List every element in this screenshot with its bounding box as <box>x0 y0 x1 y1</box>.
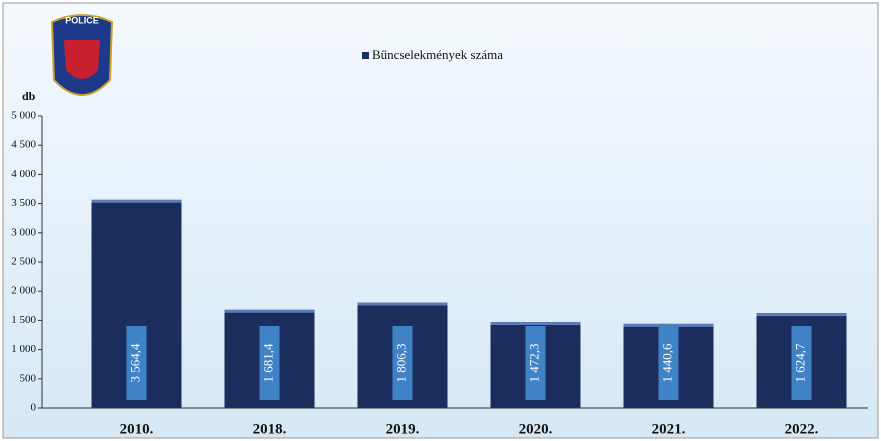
y-tick-label: 5 000 <box>11 110 36 122</box>
bar-top <box>623 323 714 327</box>
bar-top <box>490 322 581 326</box>
y-tick-label: 3 000 <box>11 226 36 238</box>
legend-label: Bűncselekmények száma <box>372 47 503 62</box>
x-tick-label: 2019. <box>386 421 420 437</box>
label-box <box>259 326 280 400</box>
bar-top <box>756 313 847 317</box>
y-tick-label: 1 000 <box>11 343 36 355</box>
x-tick-label: 2022. <box>785 421 819 437</box>
y-axis-label: db <box>22 89 36 103</box>
bar-top <box>224 309 315 313</box>
logo: POLICE <box>50 14 114 96</box>
legend-swatch <box>362 52 369 59</box>
y-tick-label: 4 000 <box>11 168 36 180</box>
bar-top <box>91 199 182 203</box>
y-tick-label: 500 <box>20 372 37 384</box>
label-box <box>791 326 812 400</box>
value-label: 1 681,4 <box>260 343 275 383</box>
y-tick-label: 2 000 <box>11 285 36 297</box>
label-box <box>392 326 413 400</box>
y-tick-label: 3 500 <box>11 197 36 209</box>
x-tick-label: 2010. <box>120 421 154 437</box>
value-label: 1 440,6 <box>659 343 674 383</box>
y-tick-label: 2 500 <box>11 256 36 268</box>
value-label: 1 472,3 <box>526 344 541 383</box>
value-label: 1 624,7 <box>792 343 807 383</box>
label-box <box>525 326 546 400</box>
value-label: 1 806,3 <box>393 344 408 383</box>
value-label: 3 564,4 <box>127 343 142 383</box>
y-tick-label: 4 500 <box>11 139 36 151</box>
x-tick-label: 2021. <box>652 421 686 437</box>
y-tick-label: 1 500 <box>11 314 36 326</box>
bar-top <box>357 302 448 306</box>
logo-text: POLICE <box>65 15 99 25</box>
x-tick-label: 2018. <box>253 421 287 437</box>
label-box <box>126 326 147 400</box>
label-box <box>658 326 679 400</box>
x-tick-label: 2020. <box>519 421 553 437</box>
y-tick-label: 0 <box>31 402 37 414</box>
